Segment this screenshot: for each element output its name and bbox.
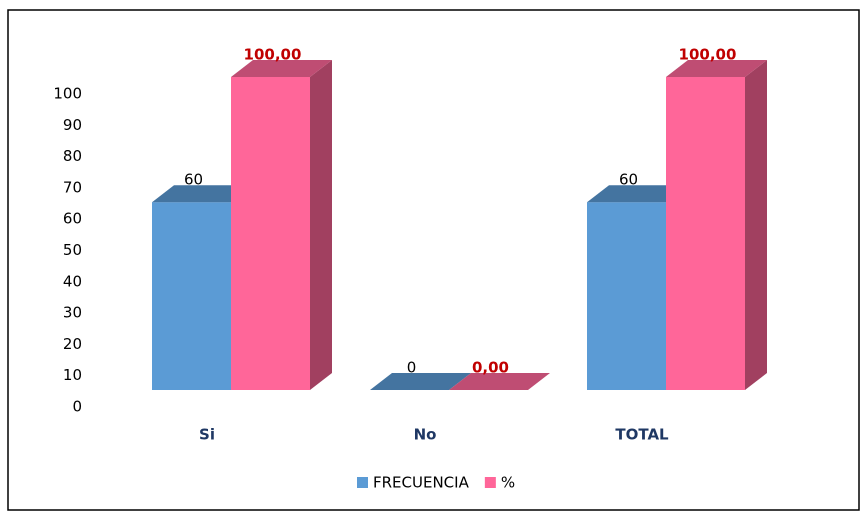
bar-top: [666, 60, 767, 77]
bar-top: [152, 185, 253, 203]
data-label: 0: [407, 359, 417, 377]
bar-top: [231, 60, 332, 77]
data-label: 60: [619, 171, 638, 189]
bar-front: [231, 77, 310, 390]
bar-top: [449, 373, 550, 390]
bar-side: [745, 60, 767, 390]
bar-front: [587, 202, 666, 390]
x-tick-label: No: [414, 426, 437, 444]
x-tick-label: Si: [199, 426, 215, 444]
y-tick-label: 70: [63, 178, 82, 196]
legend-label: %: [501, 474, 515, 492]
y-tick-label: 60: [63, 210, 82, 228]
y-tick-label: 50: [63, 241, 82, 259]
y-tick-label: 0: [72, 398, 82, 416]
data-label: 100,00: [244, 46, 302, 64]
y-tick-label: 20: [63, 335, 82, 353]
x-tick-label: TOTAL: [615, 426, 669, 444]
y-tick-label: 100: [53, 85, 82, 103]
y-tick-label: 90: [63, 116, 82, 134]
y-tick-label: 80: [63, 147, 82, 165]
data-label: 0,00: [472, 359, 509, 377]
data-label: 60: [184, 171, 203, 189]
data-label: 100,00: [679, 46, 737, 64]
y-tick-label: 30: [63, 304, 82, 322]
legend-swatch: [357, 477, 368, 488]
bar-top: [370, 373, 471, 390]
y-tick-label: 10: [63, 366, 82, 384]
bar-side: [310, 60, 332, 390]
legend-label: FRECUENCIA: [373, 474, 470, 492]
bar-front: [152, 202, 231, 390]
y-tick-label: 40: [63, 272, 82, 290]
bar-front: [666, 77, 745, 390]
legend-swatch: [484, 477, 496, 488]
bar-top: [587, 185, 688, 203]
